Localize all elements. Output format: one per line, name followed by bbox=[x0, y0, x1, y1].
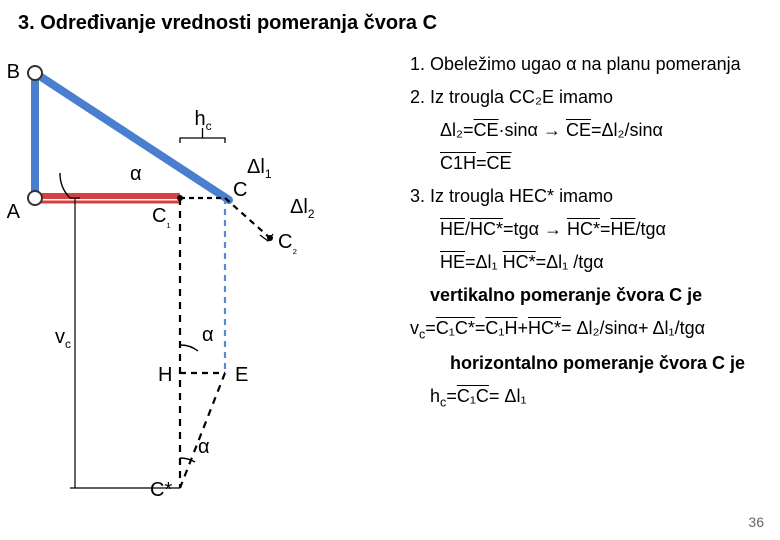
joint-b bbox=[28, 66, 42, 80]
diagram-svg: B A C C₁ C₂ H E C* hc vc α α α Δl1 Δl2 bbox=[0, 43, 400, 523]
arc-alpha2 bbox=[180, 345, 198, 351]
slide-number: 36 bbox=[748, 514, 764, 530]
label-c: C bbox=[233, 179, 247, 201]
hc-h: h bbox=[430, 386, 440, 406]
point-c1 bbox=[177, 195, 183, 201]
eq-3b: HE=Δl₁ HC*=Δl₁ /tgα bbox=[440, 249, 770, 276]
hc-bracket bbox=[180, 138, 225, 143]
diagram-area: B A C C₁ C₂ H E C* hc vc α α α Δl1 Δl2 bbox=[0, 43, 400, 533]
vc-hc: HC* bbox=[528, 315, 561, 342]
step-3: 3. Iz trougla HEC* imamo bbox=[410, 183, 770, 210]
eq2a-ce2: CE bbox=[566, 117, 591, 144]
eq-vc: vc=C₁C*=C₁H+HC*= Δl₂/sinα+ Δl₁/tgα bbox=[410, 315, 770, 344]
joint-a bbox=[28, 191, 42, 205]
eq2b-eq: = bbox=[476, 153, 487, 173]
eq3a-hc: HC* bbox=[470, 216, 503, 243]
label-e: E bbox=[235, 364, 248, 386]
svg-text:α: α bbox=[202, 324, 214, 346]
svg-text:α: α bbox=[198, 436, 210, 458]
eq-hc: hc=C₁C= Δl₁ bbox=[430, 383, 770, 412]
eq2a-ce: CE bbox=[474, 117, 499, 144]
eq3b-he: HE bbox=[440, 249, 465, 276]
vc-c1h: C₁H bbox=[485, 315, 517, 342]
label-c2: C₂ bbox=[278, 231, 297, 256]
eq-3a: HE/HC*=tgα → HC*=HE/tgα bbox=[440, 216, 770, 243]
eq2a-mid: ·sinα → bbox=[499, 120, 566, 140]
dash-e-cstar bbox=[180, 373, 225, 488]
hc-right: = Δl₁ bbox=[489, 386, 527, 406]
label-hc: hc bbox=[195, 108, 212, 133]
label-h: H bbox=[158, 364, 172, 386]
arc-alpha3 bbox=[180, 458, 195, 462]
eq3b-hc: HC* bbox=[503, 249, 536, 276]
step-1: 1. Obeležimo ugao α na planu pomeranja bbox=[410, 51, 770, 78]
vc-eq2: = bbox=[475, 318, 486, 338]
eq2b-ce: CE bbox=[487, 150, 512, 177]
label-vc: vc bbox=[55, 326, 71, 351]
eq-2b: C1H=CE bbox=[440, 150, 770, 177]
eq3b-mid: =Δl₁ bbox=[465, 252, 503, 272]
eq-2a: Δl₂=CE·sinα → CE=Δl₂/sinα bbox=[440, 117, 770, 144]
vc-c1c: C₁C* bbox=[436, 315, 475, 342]
point-c2 bbox=[267, 235, 273, 241]
vc-right: = Δl₂/sinα+ Δl₁/tgα bbox=[561, 318, 705, 338]
label-dl1: Δl1 bbox=[247, 156, 272, 181]
eq3b-right: =Δl₁ /tgα bbox=[536, 252, 604, 272]
section-title: 3. Određivanje vrednosti pomeranja čvora… bbox=[0, 0, 780, 43]
label-a: A bbox=[7, 201, 21, 223]
eq3a-he2: HE bbox=[611, 216, 636, 243]
vertical-label: vertikalno pomeranje čvora C je bbox=[430, 282, 770, 309]
content-row: BACC₁C₂HEC*hcvcαααΔl1Δl2 1. Obeležimo ug… bbox=[0, 43, 780, 533]
label-b: B bbox=[7, 61, 20, 83]
eq3a-eq: = bbox=[600, 219, 611, 239]
horizontal-label: horizontalno pomeranje čvora C je bbox=[450, 350, 770, 377]
label-cstar: C* bbox=[150, 479, 172, 501]
eq3a-he: HE bbox=[440, 216, 465, 243]
eq3a-mid: =tgα → bbox=[503, 219, 567, 239]
vc-v: v bbox=[410, 318, 419, 338]
eq2a-left: Δl₂= bbox=[440, 120, 474, 140]
eq3a-right: /tgα bbox=[636, 219, 666, 239]
vc-eq: = bbox=[425, 318, 436, 338]
explanation-text: 1. Obeležimo ugao α na planu pomeranja 2… bbox=[400, 43, 780, 533]
label-c1: C₁ bbox=[152, 205, 171, 230]
label-dl2: Δl2 bbox=[290, 196, 315, 221]
vc-plus: + bbox=[517, 318, 528, 338]
svg-text:α: α bbox=[130, 163, 142, 185]
eq2a-right: =Δl₂/sinα bbox=[591, 120, 663, 140]
eq2b-c1h: C1H bbox=[440, 150, 476, 177]
hc-eq: = bbox=[446, 386, 457, 406]
dash-c-c2 bbox=[225, 198, 270, 238]
eq3a-hc2: HC* bbox=[567, 216, 600, 243]
step-2: 2. Iz trougla CC₂E imamo bbox=[410, 84, 770, 111]
hc-c1c: C₁C bbox=[457, 383, 489, 410]
